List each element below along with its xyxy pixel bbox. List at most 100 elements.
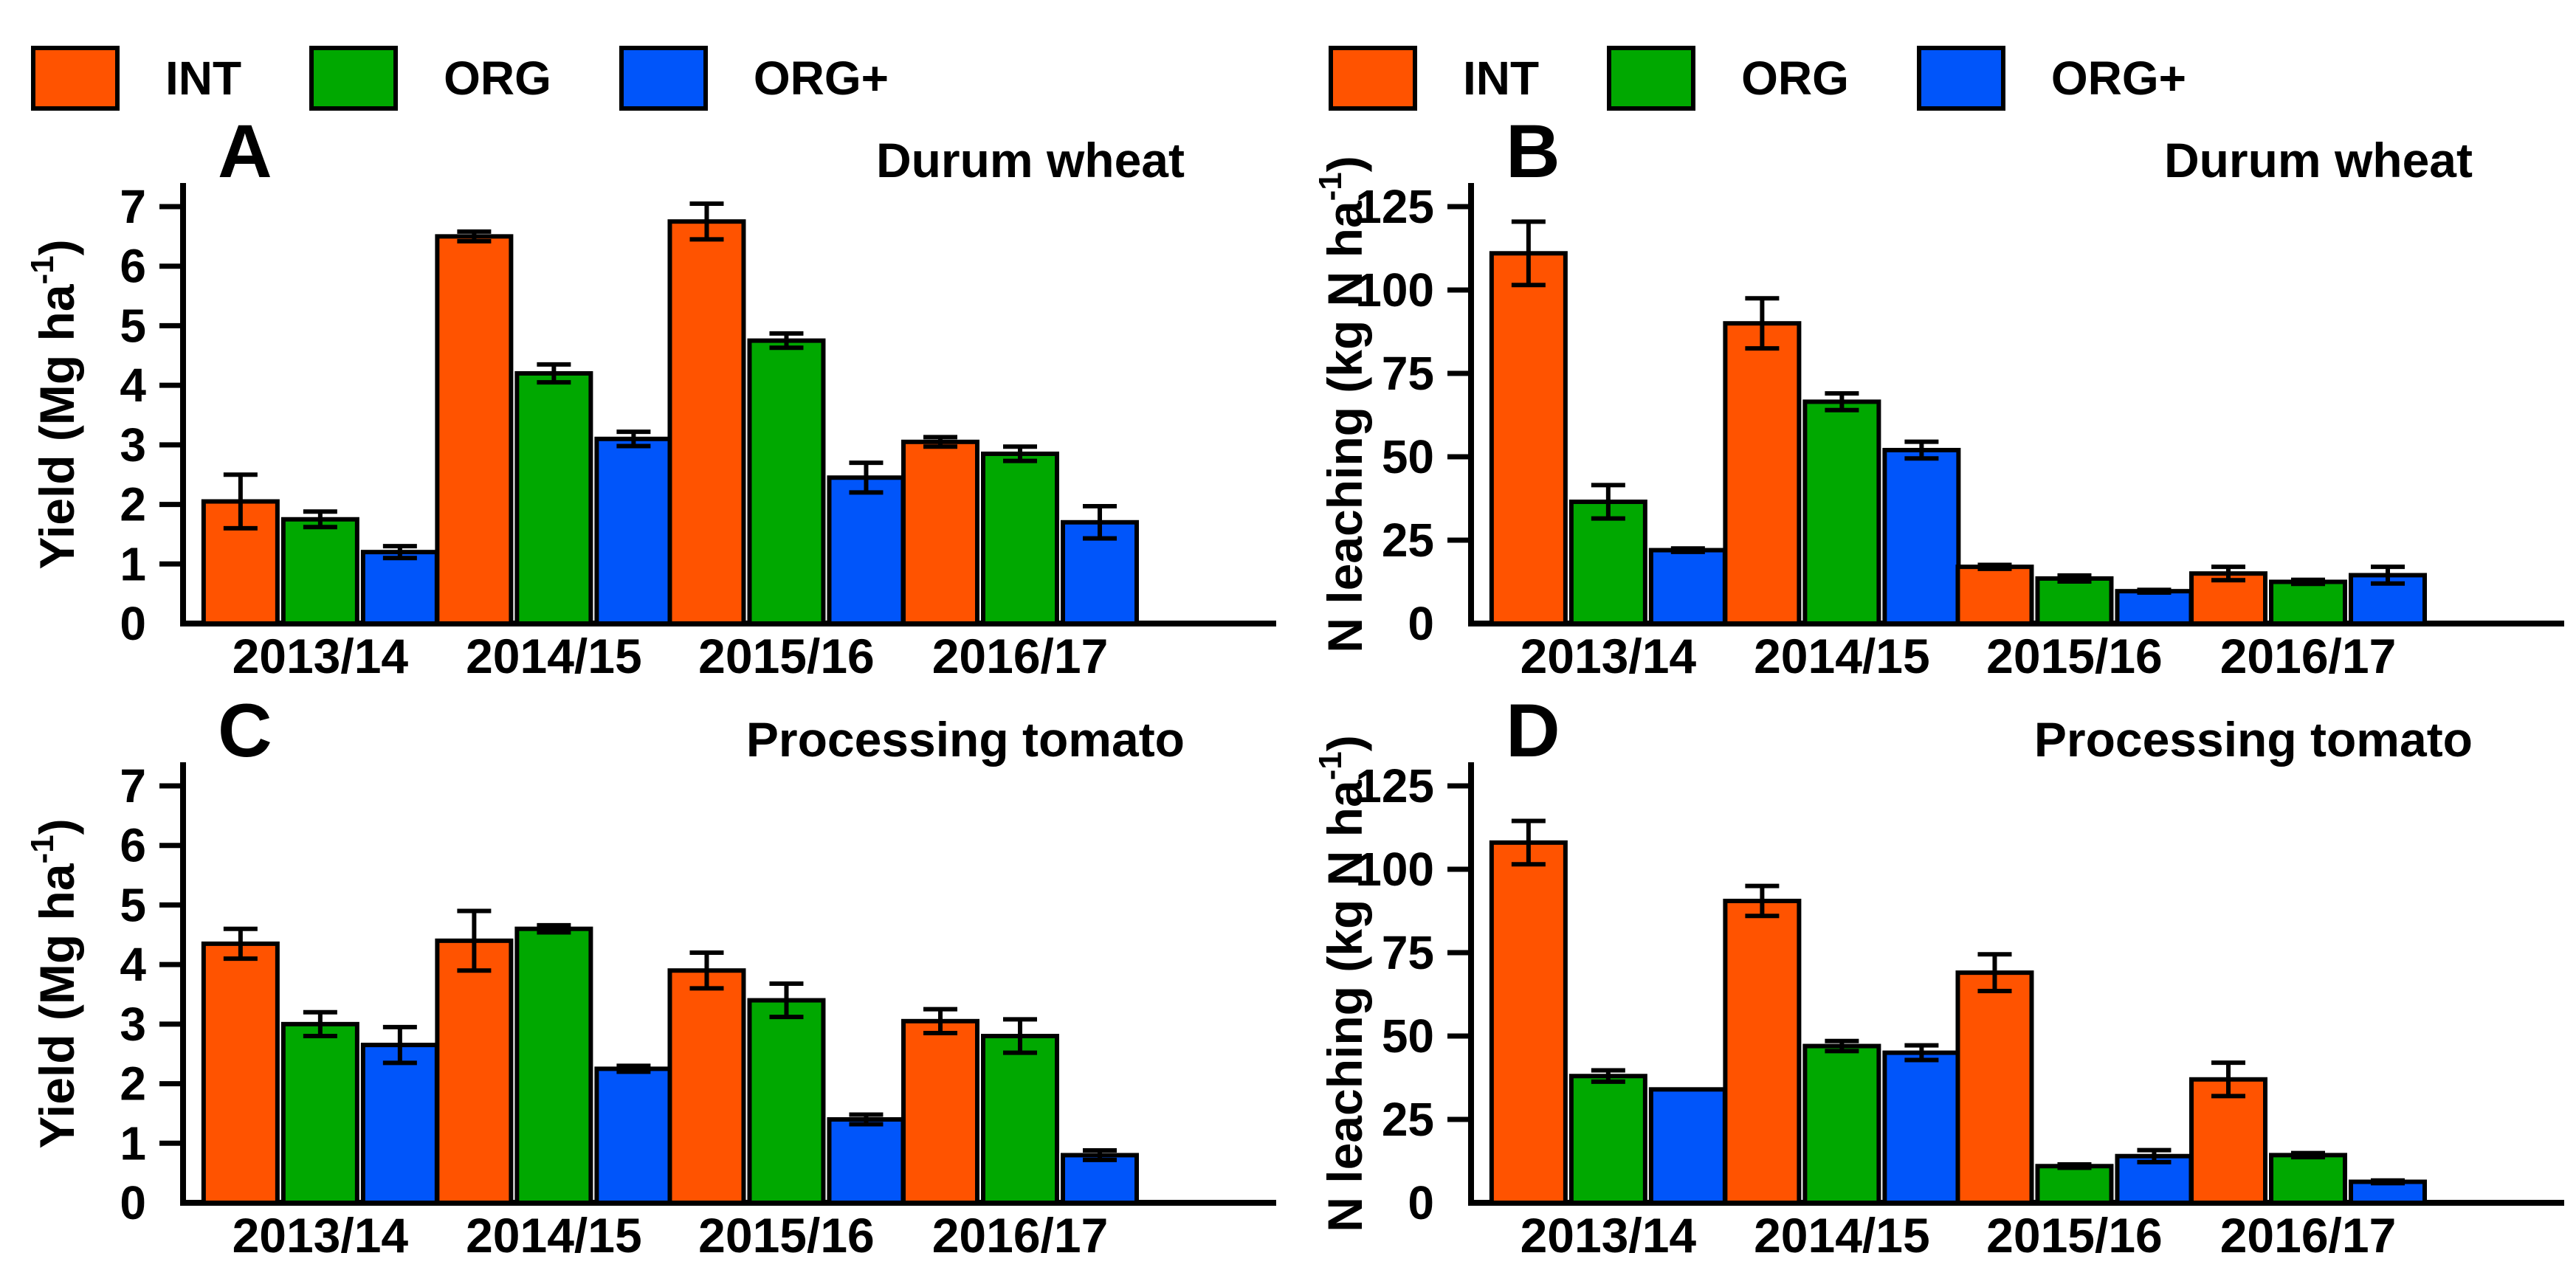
error-bar-ORG-2013/14 xyxy=(303,509,337,530)
bar-INT-2015/16 xyxy=(667,968,746,1205)
error-bar-INT-2014/15 xyxy=(457,229,492,244)
bar-INT-2013/14 xyxy=(201,941,280,1205)
bar-ORG+-2016/17 xyxy=(1061,1153,1140,1206)
bar-ORG-2014/15 xyxy=(514,926,593,1205)
bar-INT-2016/17 xyxy=(2189,571,2268,626)
error-bar-ORG+-2015/16 xyxy=(2137,1147,2172,1164)
bar-ORG-2014/15 xyxy=(1802,1043,1881,1205)
x-tick-label: 2013/14 xyxy=(1521,1208,1697,1263)
error-bar-ORG+-2016/17 xyxy=(2371,565,2405,586)
x-tick-label: 2015/16 xyxy=(1986,629,2163,683)
error-bar-ORG+-2013/14 xyxy=(1670,546,1705,554)
error-bar-INT-2016/17 xyxy=(2211,565,2246,583)
error-bar-INT-2015/16 xyxy=(689,201,724,242)
legend-label-int: INT xyxy=(1463,52,1540,105)
x-tick-label: 2015/16 xyxy=(698,1208,875,1263)
bar-INT-2014/15 xyxy=(1723,898,1802,1205)
panel-letter: C xyxy=(218,688,272,773)
x-tick-label: 2013/14 xyxy=(1521,629,1697,683)
y-tick-label: 7 xyxy=(120,759,146,812)
bar-ORG-2015/16 xyxy=(747,338,826,626)
y-tick-label: 6 xyxy=(120,819,146,872)
y-axis-label: N leaching (kg N ha-1) xyxy=(1312,156,1372,653)
y-tick-label: 5 xyxy=(120,878,146,931)
bar-ORG-2015/16 xyxy=(2035,576,2114,626)
error-bar-INT-2014/15 xyxy=(457,908,492,973)
panel-nleaching-processing-tomato: 0 25 50 75 100 125 D Processing tomato N leachin… xyxy=(1288,683,2576,1266)
y-tick-label: 2 xyxy=(120,1057,146,1111)
panel-letter: D xyxy=(1506,688,1560,773)
y-tick-label: 1 xyxy=(120,1116,146,1170)
bar-ORG+-2015/16 xyxy=(827,1117,906,1205)
y-tick-label: 0 xyxy=(1408,597,1434,650)
error-bar-INT-2016/17 xyxy=(2211,1060,2246,1099)
bar-ORG-2016/17 xyxy=(2269,579,2348,626)
legend-swatch-orgplus-icon xyxy=(619,46,708,111)
y-tick-label: 75 xyxy=(1382,347,1434,400)
x-tick-label: 2014/15 xyxy=(1754,629,1930,683)
error-bar-ORG-2016/17 xyxy=(1003,1017,1038,1055)
bar-INT-2016/17 xyxy=(901,439,980,626)
error-bar-INT-2014/15 xyxy=(1745,883,1780,919)
bar-INT-2013/14 xyxy=(1489,251,1568,626)
x-tick-label: 2016/17 xyxy=(2220,1208,2397,1263)
legend-swatch-int-icon xyxy=(1329,46,1417,111)
error-bar-INT-2014/15 xyxy=(1745,296,1780,351)
x-tick-label: 2015/16 xyxy=(698,629,875,683)
bar-ORG+-2014/15 xyxy=(594,436,673,626)
error-bar-ORG-2014/15 xyxy=(1825,1038,1859,1054)
bar-ORG-2013/14 xyxy=(280,517,359,626)
y-axis-label: N leaching (kg N ha-1) xyxy=(1312,735,1372,1232)
y-tick-label: 6 xyxy=(120,240,146,293)
legend-swatch-orgplus-icon xyxy=(1916,46,2005,111)
legend-right: INT ORG ORG+ xyxy=(1329,46,2186,111)
error-bar-ORG-2014/15 xyxy=(1825,391,1859,412)
panel-letter: A xyxy=(218,109,272,193)
bar-ORG-2013/14 xyxy=(1568,500,1647,626)
bar-INT-2014/15 xyxy=(1723,321,1802,626)
error-bar-ORG-2013/14 xyxy=(1591,483,1625,521)
panel-D-plot: 0 25 50 75 100 125 D Processing tomato N leachin… xyxy=(1312,688,2564,1263)
bar-INT-2014/15 xyxy=(435,234,514,626)
y-tick-label: 100 xyxy=(1355,843,1434,896)
y-tick-label: 50 xyxy=(1382,430,1434,483)
y-tick-label: 7 xyxy=(120,180,146,233)
error-bar-ORG+-2016/17 xyxy=(1083,503,1117,541)
bar-ORG+-2013/14 xyxy=(360,550,439,626)
bar-ORG+-2015/16 xyxy=(827,475,906,626)
legend-left: INT ORG ORG+ xyxy=(31,46,889,111)
bar-INT-2016/17 xyxy=(901,1018,980,1206)
error-bar-ORG+-2016/17 xyxy=(1083,1147,1117,1162)
error-bar-ORG+-2015/16 xyxy=(849,1112,884,1127)
y-tick-label: 0 xyxy=(120,597,146,650)
error-bar-ORG-2015/16 xyxy=(2057,573,2092,584)
error-bar-ORG+-2013/14 xyxy=(382,1024,417,1066)
y-tick-label: 50 xyxy=(1382,1009,1434,1063)
legend-item-orgplus: ORG+ xyxy=(1916,46,2186,111)
y-axis-label: Yield (Mg ha-1) xyxy=(24,818,84,1148)
y-tick-label: 100 xyxy=(1355,263,1434,317)
legend-label-org: ORG xyxy=(1741,52,1849,105)
error-bar-ORG+-2014/15 xyxy=(1904,1043,1939,1063)
error-bar-ORG+-2014/15 xyxy=(1904,439,1939,461)
error-bar-ORG-2013/14 xyxy=(303,1009,337,1038)
x-tick-label: 2016/17 xyxy=(932,1208,1109,1263)
bar-ORG+-2013/14 xyxy=(360,1043,439,1205)
panel-C-plot: 0 12 3 4 5 6 7 C Processing tomato Yield (Mg ha-1… xyxy=(24,688,1276,1263)
x-tick-label: 2014/15 xyxy=(466,1208,642,1263)
error-bar-ORG-2014/15 xyxy=(537,362,571,385)
error-bar-ORG+-2014/15 xyxy=(616,429,651,449)
error-bar-ORG-2015/16 xyxy=(769,981,804,1020)
bar-INT-2015/16 xyxy=(1955,565,2034,626)
bar-ORG+-2014/15 xyxy=(1882,1050,1961,1205)
error-bar-ORG-2015/16 xyxy=(2057,1162,2092,1170)
y-tick-label: 1 xyxy=(120,537,146,590)
bar-ORG-2013/14 xyxy=(280,1021,359,1205)
legend-swatch-org-icon xyxy=(1607,46,1696,111)
error-bar-ORG+-2016/17 xyxy=(2371,1178,2405,1186)
y-tick-label: 3 xyxy=(120,418,146,472)
y-tick-label: 5 xyxy=(120,299,146,352)
bar-ORG-2014/15 xyxy=(1802,399,1881,626)
legend-label-org: ORG xyxy=(444,52,551,105)
